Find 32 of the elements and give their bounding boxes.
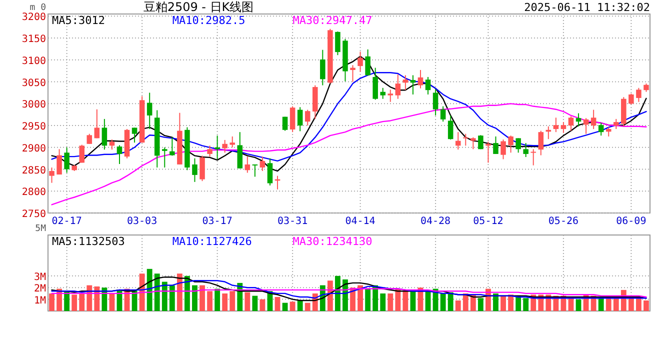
legend-item: MA5:1132503 — [52, 235, 125, 248]
legend-item: MA30:2947.47 — [292, 14, 372, 27]
y-tick-label: 3000 — [22, 100, 46, 111]
x-tick-label: 03-03 — [127, 216, 158, 227]
x-tick-label: 05-26 — [548, 216, 579, 227]
y-tick-label: 2750 — [22, 209, 46, 220]
x-tick-label: 03-17 — [202, 216, 232, 227]
x-tick-label: 04-14 — [345, 216, 376, 227]
y-tick-label: 2800 — [22, 187, 46, 198]
y-tick-label: 3M — [34, 272, 46, 283]
y-tick-label: 3150 — [22, 34, 46, 46]
legend-item: MA10:2982.5 — [172, 14, 246, 27]
legend-item: MA30:1234130 — [292, 235, 372, 248]
legend-item: MA10:1127426 — [172, 235, 252, 248]
x-tick-label: 05-12 — [473, 216, 504, 227]
y-tick-label: 1M — [34, 295, 46, 306]
y-tick-label: 2950 — [22, 122, 46, 133]
legend-item: MA5:3012 — [52, 14, 105, 27]
title: 豆粕2509 - 日K线图 — [143, 0, 254, 14]
x-tick-label: 04-28 — [420, 216, 451, 227]
annotation: 5M — [35, 224, 46, 234]
y-tick-label: 3100 — [22, 56, 46, 67]
x-tick-label: 02-17 — [52, 216, 82, 227]
annotation: m 0 — [30, 3, 46, 13]
y-tick-label: 3050 — [22, 78, 46, 89]
y-tick-label: 2M — [34, 284, 46, 295]
y-tick-label: 2900 — [22, 143, 46, 154]
y-tick-label: 3200 — [22, 12, 46, 24]
subtitle: 2025-06-11 11:32:02 — [524, 1, 650, 14]
x-tick-label: 06-09 — [616, 216, 646, 227]
y-tick-label: 2850 — [22, 165, 46, 176]
x-tick-label: 03-31 — [278, 216, 308, 227]
